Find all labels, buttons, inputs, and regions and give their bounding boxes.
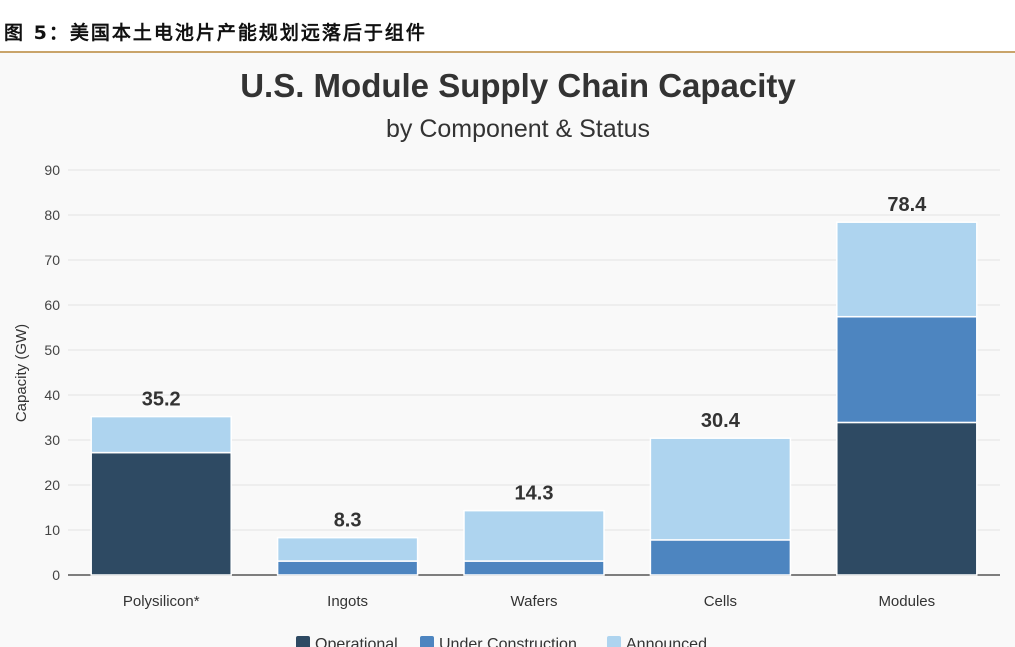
y-tick-label: 50: [44, 342, 60, 358]
y-tick-label: 60: [44, 297, 60, 313]
x-tick-label: Ingots: [327, 593, 368, 610]
bar-segment-operational: [90, 451, 232, 576]
y-tick-label: 80: [44, 207, 60, 223]
x-tick-label: Wafers: [511, 593, 558, 610]
bar-segment-announced: [463, 509, 605, 562]
chart-subtitle: by Component & Status: [386, 115, 650, 143]
caption-divider: [0, 51, 1015, 53]
bar-segment-under-construction: [836, 315, 978, 424]
legend-label: Operational: [315, 636, 398, 647]
y-axis-label: Capacity (GW): [13, 324, 30, 422]
bar-total-label: 35.2: [142, 389, 181, 411]
y-tick-label: 20: [44, 477, 60, 493]
legend-label: Under Construction: [439, 636, 577, 647]
y-tick-label: 40: [44, 387, 60, 403]
bar-total-label: 78.4: [887, 194, 927, 216]
bar-segment-announced: [649, 437, 792, 541]
y-tick-label: 70: [44, 252, 60, 268]
x-tick-label: Polysilicon*: [123, 593, 200, 610]
figure-caption: 图 5：美国本土电池片产能规划远落后于组件: [4, 22, 427, 44]
legend-swatch: [607, 636, 621, 647]
bar-total-label: 30.4: [701, 410, 741, 432]
legend-label: Announced: [626, 636, 707, 647]
bar-segment-under-construction: [463, 560, 605, 576]
bar-segment-announced: [836, 221, 978, 318]
chart-title: U.S. Module Supply Chain Capacity: [240, 67, 796, 104]
legend-swatch: [296, 636, 310, 647]
bar-segment-under-construction: [649, 539, 792, 576]
bar-total-label: 14.3: [515, 483, 554, 505]
legend-swatch: [420, 636, 434, 647]
bar-segment-under-construction: [276, 560, 419, 576]
y-tick-label: 10: [44, 522, 60, 538]
x-tick-label: Cells: [704, 593, 737, 610]
bar-segment-announced: [90, 415, 232, 454]
y-tick-label: 90: [44, 162, 60, 178]
bar-total-label: 8.3: [334, 510, 362, 532]
y-tick-label: 0: [52, 567, 60, 583]
x-tick-label: Modules: [878, 593, 935, 610]
y-tick-label: 30: [44, 432, 60, 448]
bar-segment-announced: [276, 536, 419, 562]
bar-segment-operational: [836, 421, 978, 576]
